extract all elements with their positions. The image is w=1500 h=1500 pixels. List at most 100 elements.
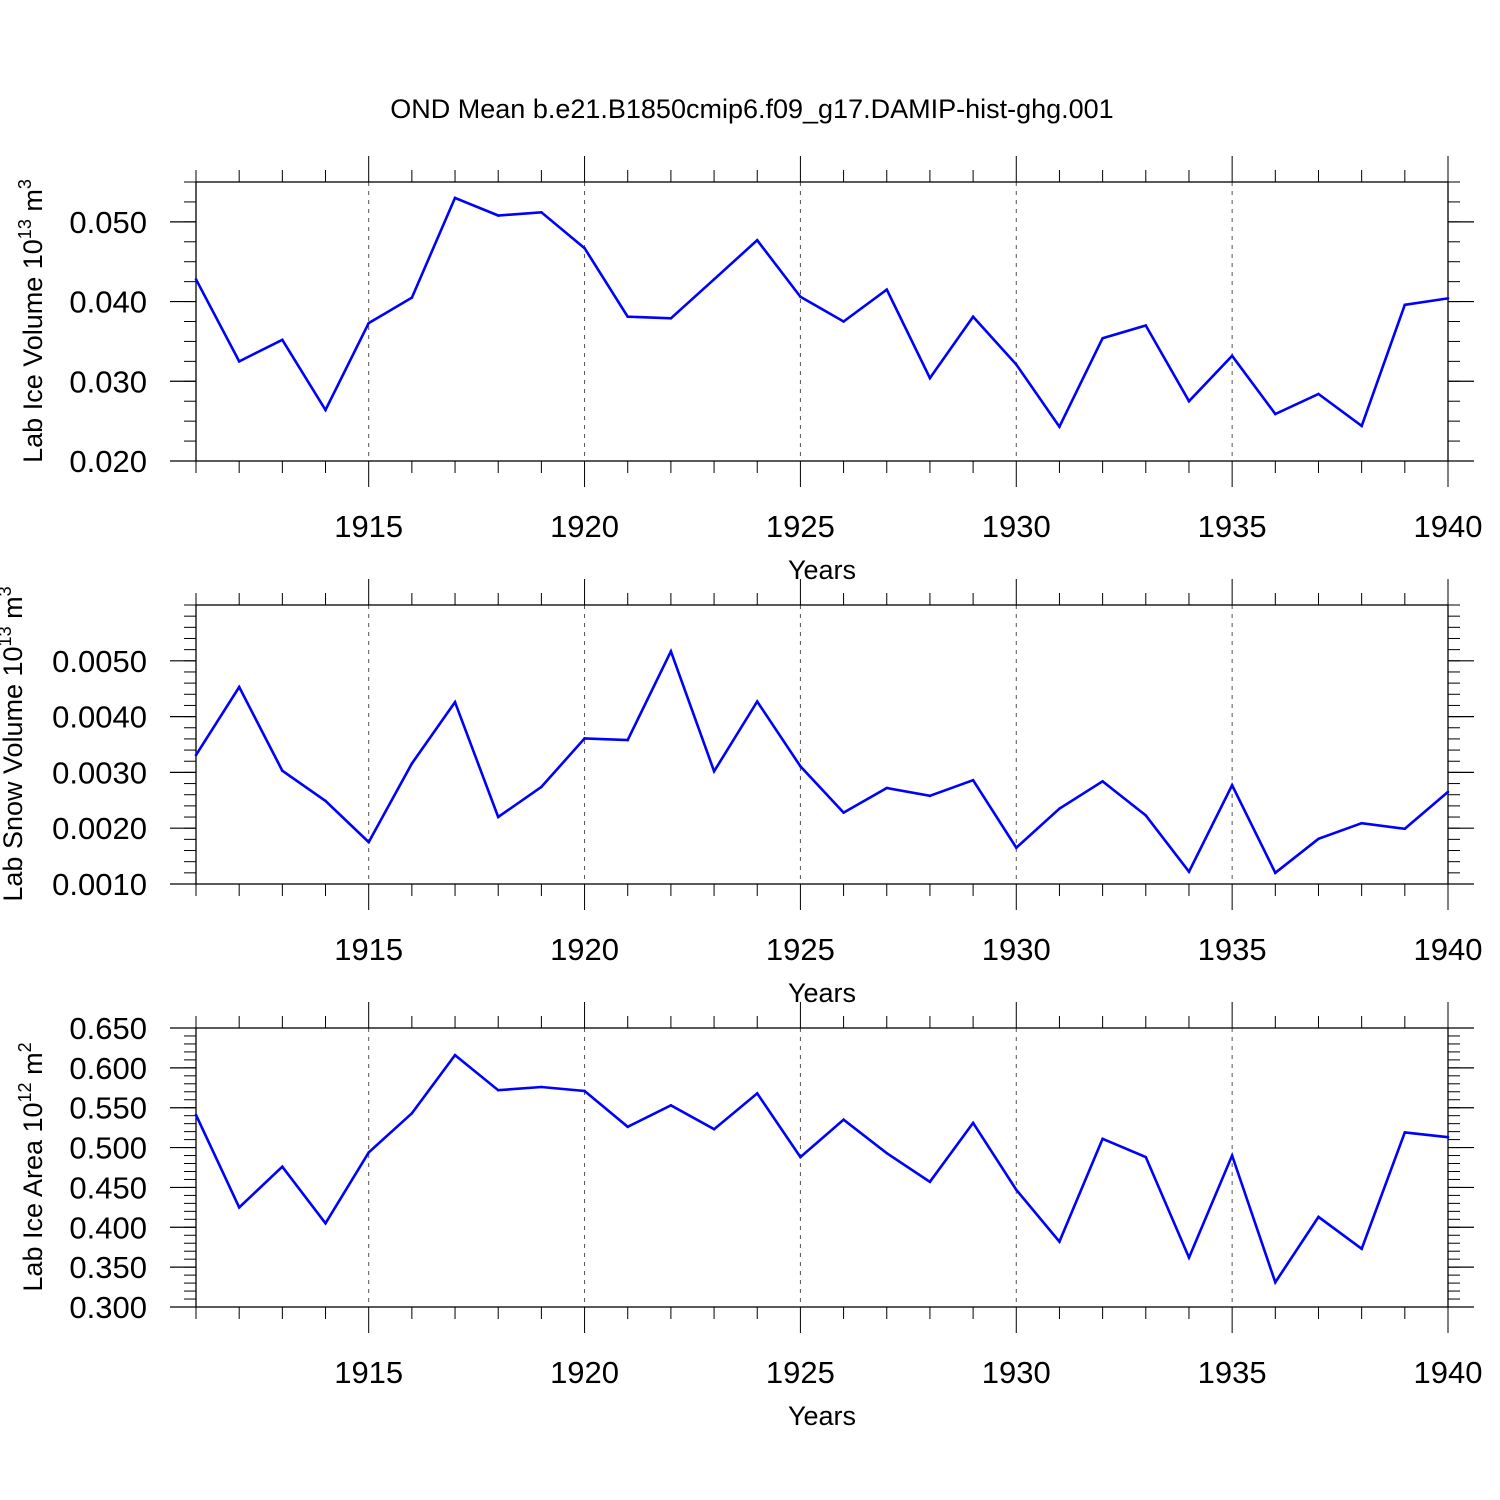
y-tick-label: 0.030 [69, 364, 147, 399]
y-tick-label: 0.600 [69, 1051, 147, 1086]
x-tick-label: 1935 [1198, 932, 1267, 967]
data-point [1446, 790, 1450, 794]
data-point [842, 320, 845, 323]
y-tick-label: 0.450 [69, 1170, 147, 1205]
x-tick-label: 1915 [334, 1355, 403, 1390]
x-tick-label: 1935 [1198, 509, 1267, 544]
data-point [453, 1053, 457, 1057]
y-tick-label: 0.040 [69, 285, 147, 320]
data-point [1058, 425, 1061, 429]
data-point [410, 296, 414, 299]
x-tick-label: 1935 [1198, 1355, 1267, 1390]
data-point [1230, 783, 1234, 787]
x-axis-label: Years [788, 1401, 856, 1431]
data-point [496, 214, 500, 217]
data-point [1014, 1188, 1018, 1192]
data-point [237, 360, 241, 363]
x-tick-label: 1930 [982, 932, 1051, 967]
y-tick-label: 0.0040 [52, 700, 147, 735]
x-tick-label: 1940 [1414, 1355, 1483, 1390]
data-point [712, 1127, 716, 1131]
x-axis-label: Years [788, 555, 856, 585]
y-tick-label: 0.020 [69, 444, 147, 479]
data-point [1360, 1247, 1363, 1251]
data-point [928, 794, 932, 798]
chart-title: OND Mean b.e21.B1850cmip6.f09_g17.DAMIP-… [390, 94, 1113, 124]
data-point [281, 769, 284, 773]
data-point [626, 738, 630, 742]
data-point [496, 815, 500, 819]
data-point [1360, 821, 1363, 825]
data-point [540, 1085, 543, 1089]
ice-area-series-line [194, 1053, 1449, 1286]
plot-frame [195, 181, 1449, 462]
x-tick-label: 1920 [550, 509, 619, 544]
x-tick-label: 1925 [766, 509, 835, 544]
data-point [1403, 1131, 1407, 1134]
data-point [885, 786, 889, 790]
data-point [1403, 827, 1407, 831]
snow-volume-series-line [194, 647, 1449, 875]
data-point [928, 376, 932, 380]
data-point [1101, 780, 1104, 783]
data-point [755, 700, 759, 703]
data-point [540, 210, 543, 214]
x-tick-label: 1930 [982, 1355, 1051, 1390]
data-point [1014, 846, 1018, 850]
y-tick-label: 0.0050 [52, 644, 147, 679]
x-tick-label: 1920 [550, 1355, 619, 1390]
data-point [583, 1089, 586, 1093]
y-axis-label: Lab Snow Volume 1013 m3 [0, 586, 28, 901]
data-point [971, 778, 975, 782]
data-point [324, 799, 327, 803]
data-point [1274, 412, 1277, 416]
data-point [626, 1125, 630, 1129]
data-point [1230, 354, 1234, 358]
data-point [928, 1180, 932, 1184]
data-point [324, 1222, 327, 1225]
data-point [324, 408, 327, 412]
data-point [1144, 1155, 1148, 1159]
x-tick-label: 1925 [766, 932, 835, 967]
data-point [1230, 1154, 1234, 1157]
x-tick-label: 1915 [334, 509, 403, 544]
plot-frame [195, 1027, 1449, 1308]
data-point [1446, 1135, 1450, 1139]
data-point [1274, 871, 1277, 875]
data-point [755, 1092, 759, 1095]
data-point [669, 650, 673, 653]
data-point [1187, 1256, 1191, 1259]
data-point [410, 1111, 414, 1115]
data-point [1360, 424, 1363, 428]
data-point [496, 1088, 500, 1092]
data-point [842, 1118, 845, 1121]
data-point [410, 762, 414, 765]
data-point [281, 1165, 284, 1169]
x-tick-label: 1940 [1414, 932, 1483, 967]
y-tick-label: 0.050 [69, 205, 147, 240]
data-point [194, 277, 198, 281]
data-point [1058, 807, 1061, 810]
data-point [237, 685, 241, 689]
y-tick-label: 0.550 [69, 1091, 147, 1126]
data-point [799, 1155, 802, 1159]
x-tick-label: 1915 [334, 932, 403, 967]
x-tick-label: 1920 [550, 932, 619, 967]
y-tick-label: 0.0030 [52, 755, 147, 790]
data-point [669, 1104, 673, 1107]
data-point [367, 1151, 370, 1154]
data-point [1446, 297, 1450, 300]
data-point [799, 295, 802, 299]
data-point [453, 196, 457, 200]
y-axis-label: Lab Ice Area 1012 m2 [15, 1042, 48, 1291]
data-point [1101, 336, 1104, 340]
data-point [971, 315, 975, 319]
data-point [1274, 1280, 1277, 1284]
data-point [1058, 1240, 1061, 1243]
data-point [583, 737, 586, 740]
data-point [1403, 303, 1407, 307]
data-point [1187, 870, 1191, 874]
data-point [367, 321, 370, 325]
data-point [1144, 324, 1148, 327]
data-point [1317, 837, 1320, 841]
